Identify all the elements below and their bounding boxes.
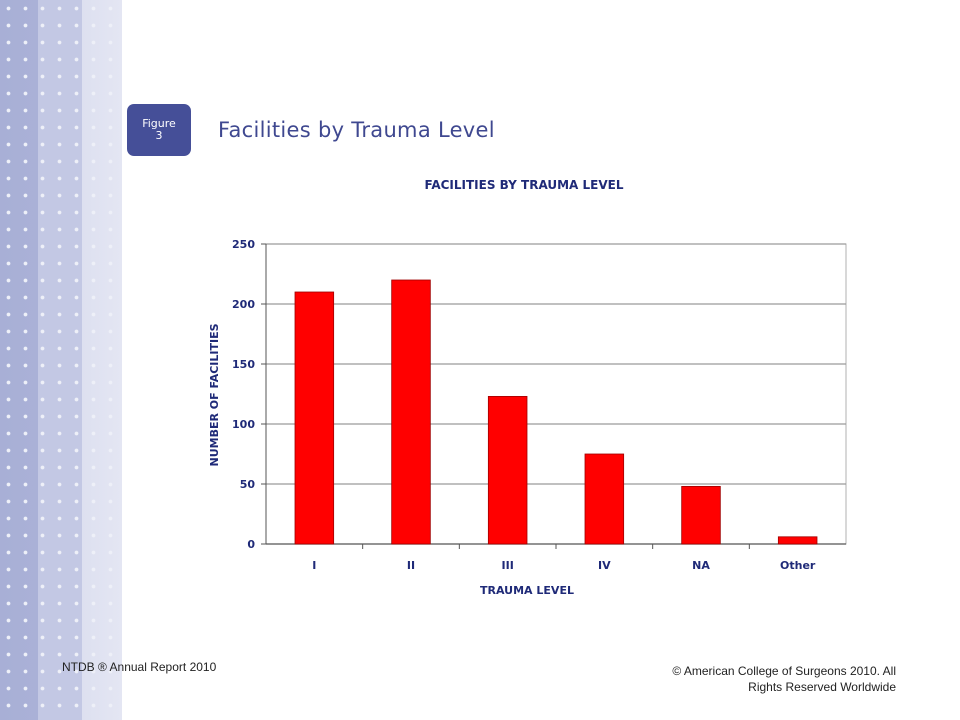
bar-i [294, 291, 335, 545]
footer-copyright-line2: Rights Reserved Worldwide [748, 680, 896, 694]
footer-report-name: NTDB ® Annual Report 2010 [62, 660, 217, 674]
figure-badge: Figure 3 [127, 104, 191, 156]
page-title: Facilities by Trauma Level [218, 118, 495, 142]
decorative-side-band [0, 0, 122, 720]
figure-badge-label: Figure [142, 117, 176, 130]
x-tick-label: III [502, 559, 514, 572]
y-tick-label: 50 [240, 478, 256, 491]
plot-frame [265, 243, 847, 545]
y-tick-label: 100 [232, 418, 255, 431]
y-tick-label: 150 [232, 358, 255, 371]
y-tick-label: 250 [232, 238, 255, 251]
x-tick-label: II [407, 559, 415, 572]
footer-copyright-line1: © American College of Surgeons 2010. All [672, 664, 896, 678]
y-axis-label: NUMBER OF FACILITIES [208, 323, 221, 466]
bar-iii [487, 395, 528, 545]
x-axis-label: TRAUMA LEVEL [480, 584, 574, 597]
chart-title: FACILITIES BY TRAUMA LEVEL [425, 178, 624, 192]
bar-ii [391, 279, 431, 545]
x-tick-label: NA [692, 559, 710, 572]
x-tick-label: IV [598, 559, 611, 572]
footer-copyright: © American College of Surgeons 2010. All… [672, 663, 896, 695]
bar-other [777, 536, 818, 545]
figure-badge-number: 3 [155, 129, 163, 142]
bar-na [681, 485, 721, 545]
x-tick-label: I [312, 559, 316, 572]
bar-iv [584, 453, 625, 545]
y-tick-label: 0 [247, 538, 255, 551]
x-tick-label: Other [780, 559, 816, 572]
y-tick-label: 200 [232, 298, 255, 311]
